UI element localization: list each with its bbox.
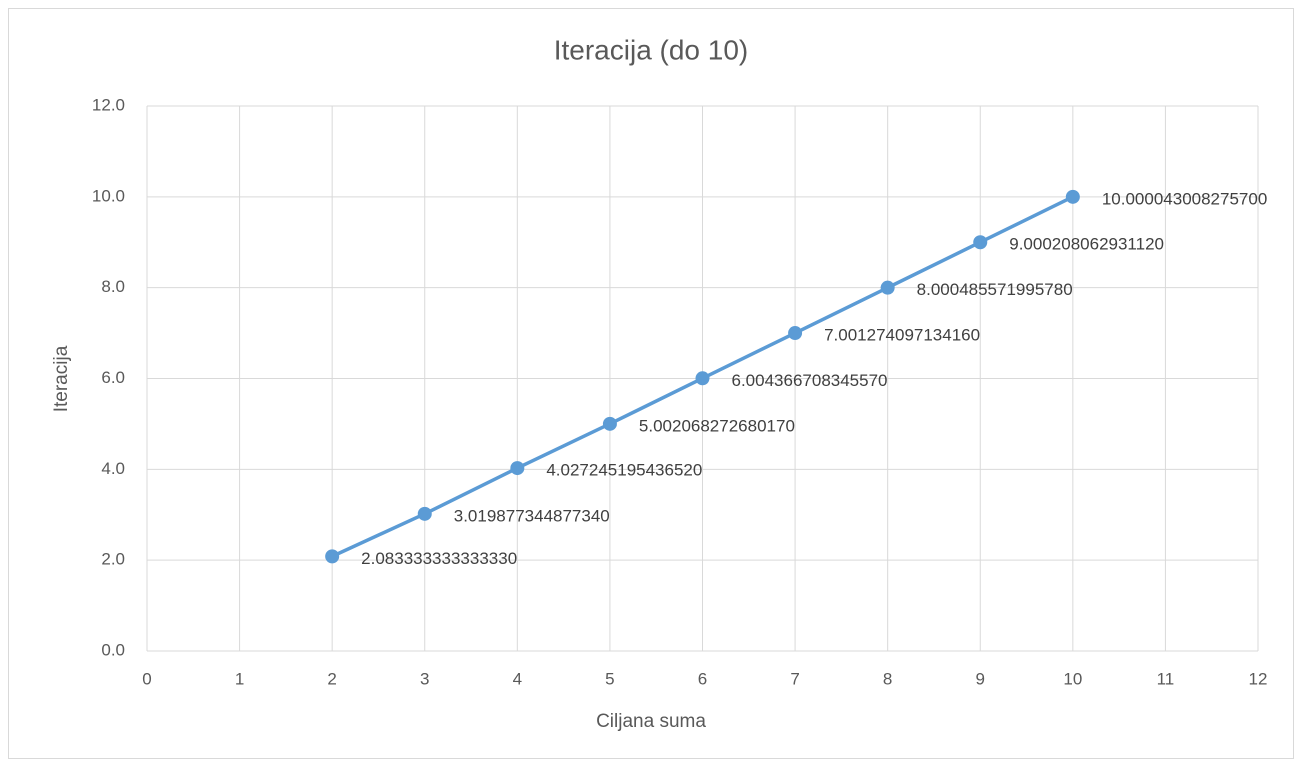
data-point: [1065, 189, 1080, 204]
x-tick-label: 9: [976, 669, 985, 688]
x-tick-label: 4: [513, 669, 522, 688]
data-label: 6.004366708345570: [732, 371, 888, 390]
data-label: 9.000208062931120: [1009, 235, 1164, 254]
x-tick-label: 10: [1063, 669, 1082, 688]
x-tick-label: 12: [1249, 669, 1268, 688]
x-axis-label: Ciljana suma: [596, 711, 706, 732]
data-label: 5.002068272680170: [639, 416, 795, 435]
data-point: [510, 461, 525, 476]
x-tick-label: 6: [698, 669, 707, 688]
data-label: 8.000485571995780: [917, 280, 1073, 299]
y-tick-label: 10.0: [92, 186, 125, 205]
data-point: [417, 506, 432, 521]
y-tick-label: 4.0: [101, 459, 125, 478]
data-label: 4.027245195436520: [546, 461, 702, 480]
chart-border: [8, 8, 1294, 759]
x-tick-label: 2: [327, 669, 336, 688]
data-point: [325, 549, 340, 564]
data-point: [973, 235, 988, 250]
x-tick-label: 7: [790, 669, 799, 688]
y-tick-label: 12.0: [92, 95, 125, 114]
data-label: 10.000043008275700: [1102, 189, 1267, 208]
x-tick-label: 3: [420, 669, 429, 688]
y-tick-label: 2.0: [101, 550, 125, 569]
data-point: [788, 326, 803, 341]
x-tick-label: 5: [605, 669, 614, 688]
data-point: [602, 416, 617, 431]
y-tick-label: 0.0: [101, 640, 125, 659]
x-tick-label: 0: [142, 669, 151, 688]
x-tick-label: 8: [883, 669, 892, 688]
data-label: 7.001274097134160: [824, 326, 980, 345]
x-tick-label: 11: [1157, 669, 1175, 688]
chart-title: Iteracija (do 10): [554, 34, 749, 65]
x-tick-label: 1: [235, 669, 244, 688]
data-point: [880, 280, 895, 295]
data-point: [695, 371, 710, 386]
y-tick-label: 8.0: [101, 277, 125, 296]
data-label: 3.019877344877340: [454, 506, 610, 525]
y-tick-label: 6.0: [101, 368, 125, 387]
y-axis-label: Iteracija: [51, 345, 72, 412]
data-label: 2.083333333333330: [361, 549, 517, 568]
